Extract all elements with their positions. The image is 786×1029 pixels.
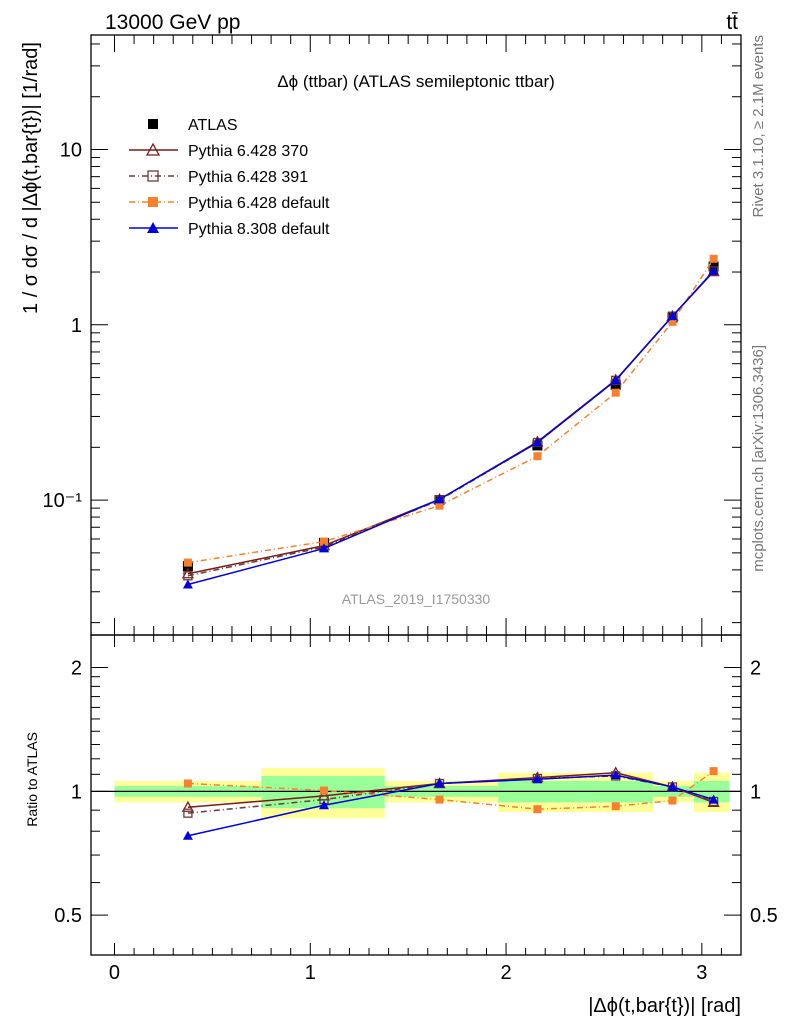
main-axis-ticks: 10⁻¹ 1 10 xyxy=(43,35,742,635)
ratio-tick-label: 1 xyxy=(750,781,761,803)
data-point xyxy=(183,558,192,567)
data-point xyxy=(318,543,329,553)
data-point xyxy=(533,452,542,461)
data-point xyxy=(147,170,159,182)
ratio-panel: 0 1 2 3 0.5 0.5 1 1 2 2 xyxy=(54,634,778,984)
data-point xyxy=(708,794,719,804)
data-point xyxy=(318,800,329,810)
data-point xyxy=(434,494,445,504)
ratio-tick-label: 1 xyxy=(71,781,82,803)
data-point xyxy=(147,222,159,233)
data-point xyxy=(435,501,444,510)
data-point xyxy=(435,795,444,804)
process-label: tt̄ xyxy=(726,11,738,34)
ratio-tick-label: 0.5 xyxy=(54,905,82,927)
data-point xyxy=(533,805,542,814)
data-point xyxy=(611,802,620,811)
series-line xyxy=(187,271,715,575)
ratio-tick-label: 0.5 xyxy=(750,905,778,927)
data-point xyxy=(709,254,718,263)
ratio-tick-label: 2 xyxy=(750,658,761,680)
data-point xyxy=(319,537,328,546)
legend: ATLAS Pythia 6.428 370 Pythia 6.428 391 Pyt… xyxy=(129,117,330,238)
data-point xyxy=(183,808,193,818)
data-point xyxy=(667,781,678,791)
y-tick-label: 10 xyxy=(60,140,82,162)
data-point xyxy=(148,119,158,129)
data-point xyxy=(181,567,195,579)
data-point xyxy=(709,767,718,776)
mcplots-label: mcplots.cern.ch [arXiv:1306.3436] xyxy=(750,345,767,572)
data-point xyxy=(148,197,158,207)
y-tick-label: 1 xyxy=(71,315,82,337)
ratio-tick-label: 2 xyxy=(71,658,82,680)
y-tick-label: 10⁻¹ xyxy=(43,490,83,512)
main-panel: 10⁻¹ 1 10 Δϕ (ttbar) (ATLAS semileptonic t… xyxy=(43,34,742,636)
legend-label: Pythia 8.308 default xyxy=(188,221,330,238)
series-line xyxy=(187,270,715,577)
chart-title: Δϕ (ttbar) (ATLAS semileptonic ttbar) xyxy=(277,72,555,91)
data-point xyxy=(181,800,195,812)
legend-label: ATLAS xyxy=(188,117,238,134)
x-tick-label: 3 xyxy=(696,962,707,984)
series-line xyxy=(187,270,715,586)
x-tick-label: 2 xyxy=(500,962,511,984)
legend-label: Pythia 6.428 391 xyxy=(188,169,308,186)
data-point xyxy=(182,830,193,840)
data-point xyxy=(145,142,161,156)
ratio-series-lines xyxy=(181,766,720,840)
data-point xyxy=(668,796,677,805)
y-axis-label: 1 / σ dσ / d |Δϕ(t,bar{t})| [1/rad] xyxy=(20,42,42,314)
ratio-axis-ticks: 0 1 2 3 0.5 0.5 1 1 2 2 xyxy=(54,635,778,984)
watermark-label: ATLAS_2019_I1750330 xyxy=(342,591,491,607)
rivet-label: Rivet 3.1.10, ≥ 2.1M events xyxy=(750,35,767,218)
data-point xyxy=(532,437,543,447)
ratio-frame xyxy=(90,634,742,956)
x-tick-label: 0 xyxy=(109,962,120,984)
ratio-y-axis-label: Ratio to ATLAS xyxy=(24,732,40,827)
legend-label: Pythia 6.428 370 xyxy=(188,143,308,160)
series-line xyxy=(187,258,715,564)
data-point xyxy=(183,779,192,788)
x-tick-label: 1 xyxy=(305,962,316,984)
data-point xyxy=(532,774,543,784)
energy-label: 13000 GeV pp xyxy=(105,11,240,34)
data-point xyxy=(610,375,621,385)
data-point xyxy=(434,778,445,788)
data-point xyxy=(668,317,677,326)
x-axis-label: |Δϕ(t,bar{t})| [rad] xyxy=(588,995,741,1017)
data-point xyxy=(610,770,621,780)
data-point xyxy=(611,388,620,397)
data-point xyxy=(667,311,678,321)
main-series-lines xyxy=(181,254,720,589)
data-point xyxy=(319,786,328,795)
legend-label: Pythia 6.428 default xyxy=(188,195,330,212)
data-point xyxy=(708,265,719,275)
data-point xyxy=(182,579,193,589)
